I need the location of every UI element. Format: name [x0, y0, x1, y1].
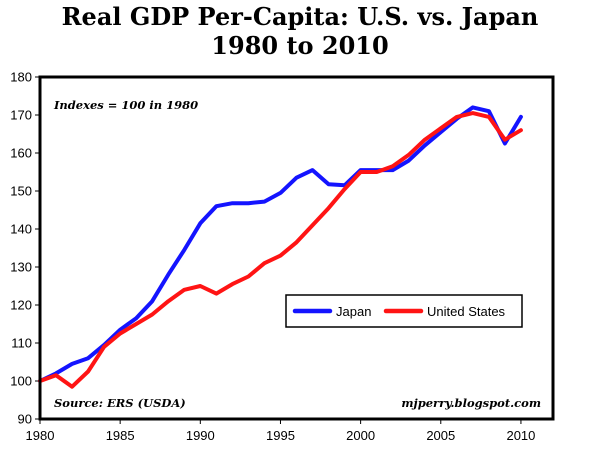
- chart-title: Real GDP Per-Capita: U.S. vs. Japan 1980…: [0, 2, 600, 60]
- y-tick-label: 100: [10, 374, 32, 389]
- y-tick-label: 110: [11, 336, 32, 351]
- y-tick-label: 150: [10, 184, 32, 199]
- plot-frame: [38, 75, 555, 421]
- x-tick-label: 1980: [26, 428, 55, 443]
- y-axis: 90 100 110 120 130 140 150 160 170 180: [10, 70, 40, 427]
- x-tick-label: 1995: [266, 428, 295, 443]
- series-layer: [38, 105, 523, 389]
- legend-label-japan: Japan: [336, 304, 371, 319]
- x-tick-label: 1990: [186, 428, 215, 443]
- legend-label-united-states: United States: [427, 304, 506, 319]
- series-line-united-states: [38, 111, 523, 389]
- x-tick-label: 1985: [106, 428, 135, 443]
- chart-title-line-1: Real GDP Per-Capita: U.S. vs. Japan: [61, 2, 539, 31]
- y-tick-label: 90: [18, 412, 32, 427]
- y-tick-label: 160: [10, 146, 32, 161]
- x-tick-label: 2005: [426, 428, 455, 443]
- y-tick-label: 180: [10, 70, 32, 85]
- legend: Japan United States: [285, 294, 523, 328]
- y-tick-label: 120: [10, 298, 32, 313]
- x-axis: 1980 1985 1990 1995 2000 2005 2010: [26, 419, 535, 443]
- chart-title-line-2: 1980 to 2010: [211, 31, 389, 60]
- series-line-japan: [38, 105, 523, 383]
- source-note: Source: ERS (USDA): [54, 396, 186, 410]
- y-tick-label: 140: [10, 222, 32, 237]
- credit-note: mjperry.blogspot.com: [401, 396, 541, 410]
- y-tick-label: 170: [10, 108, 32, 123]
- x-tick-label: 2010: [506, 428, 535, 443]
- index-note: Indexes = 100 in 1980: [53, 98, 198, 112]
- y-tick-label: 130: [10, 260, 32, 275]
- x-tick-label: 2000: [346, 428, 375, 443]
